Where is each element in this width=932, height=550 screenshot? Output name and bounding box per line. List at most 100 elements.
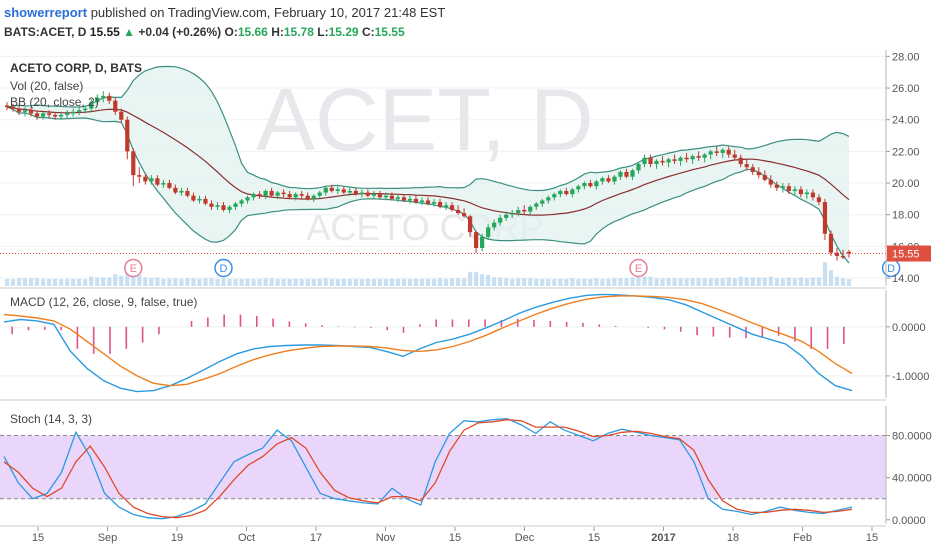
volume-bar (708, 278, 713, 286)
volume-bar (269, 278, 274, 286)
candle-body (726, 149, 731, 155)
candle-body (672, 159, 677, 161)
candle-body (419, 200, 425, 203)
volume-bar (233, 279, 238, 286)
volume-bar (299, 279, 304, 286)
candle-body (744, 164, 749, 168)
bb-upper-line (6, 65, 850, 192)
volume-bar (624, 278, 629, 286)
time-tick-label: 2017 (651, 532, 675, 544)
volume-bar (185, 278, 190, 286)
volume-bar (209, 278, 214, 286)
volume-bar (311, 279, 316, 286)
candle-body (618, 171, 623, 177)
candle-body (28, 110, 34, 114)
volume-bar (173, 278, 178, 286)
candle-body (401, 197, 407, 201)
volume-bar (720, 278, 725, 286)
price-tick-label: 28.00 (892, 51, 920, 63)
author-username[interactable]: showerreport (4, 5, 88, 20)
close-label: C: (361, 25, 375, 39)
candle-body (221, 205, 226, 210)
candle-body (34, 113, 40, 117)
volume-bar (786, 277, 791, 286)
volume-bar (702, 278, 707, 286)
candle-body (437, 202, 443, 207)
candle-body (407, 198, 413, 201)
volume-bar (840, 278, 846, 286)
volume-bar (449, 278, 455, 286)
volume-bar (10, 279, 16, 286)
stoch-tick-label: 0.0000 (892, 515, 926, 527)
publish-line: showerreport published on TradingView.co… (4, 5, 445, 20)
time-tick-label: 15 (588, 532, 600, 544)
candle-body (732, 154, 737, 158)
candle-body (125, 119, 130, 152)
volume-bar (642, 276, 647, 286)
volume-bar (227, 279, 232, 286)
volume-bar (95, 277, 100, 286)
volume-bar (534, 279, 539, 286)
open-label: O: (224, 25, 238, 39)
volume-bar (690, 278, 695, 286)
candle-body (71, 111, 76, 114)
volume-bar (257, 279, 262, 286)
stoch-pane[interactable]: Stoch (14, 3, 3) 80.0000 40.0000 0.0000 (0, 412, 932, 527)
time-axis[interactable]: 15 Sep 19 Oct 17 Nov 15 Dec 15 2017 18 Feb 15 (32, 527, 878, 544)
volume-bar (504, 278, 509, 286)
price-tick-label: 26.00 (892, 83, 920, 95)
time-tick-label: Nov (376, 532, 396, 544)
candle-body (167, 183, 172, 188)
candle-body (377, 194, 382, 198)
indicator-label: Vol (20, false) (10, 79, 83, 93)
candle-body (504, 214, 509, 218)
volume-bar (197, 279, 202, 286)
last-price-tag-label: 15.55 (892, 249, 920, 261)
volume-bar (389, 279, 395, 286)
volume-bar (846, 279, 852, 286)
candle-body (287, 194, 292, 198)
candle-body (263, 190, 268, 196)
candle-body (275, 192, 280, 196)
volume-bar (756, 277, 761, 286)
volume-bar (474, 271, 479, 286)
candle-body (22, 110, 28, 112)
volume-bar (245, 279, 250, 286)
candle-body (546, 197, 551, 201)
volume-bar (137, 275, 142, 286)
candle-body (750, 167, 755, 172)
volume-bar (4, 279, 10, 286)
volume-bar (413, 279, 419, 286)
candle-body (191, 195, 196, 201)
time-tick-label: Dec (515, 532, 535, 544)
candle-body (389, 195, 395, 199)
candle-body (113, 100, 118, 112)
candle-body (648, 157, 653, 165)
volume-bar (113, 274, 118, 286)
macd-pane[interactable]: MACD (12, 26, close, 9, false, true) 0.00… (0, 293, 929, 393)
candle-body (467, 216, 473, 233)
candle-body (534, 203, 539, 207)
close-value: 15.55 (374, 25, 405, 39)
watermark-symbol: ACET, D (256, 70, 593, 169)
pane-frames (0, 50, 887, 527)
candle-body (335, 189, 340, 191)
price-tick-label: 22.00 (892, 146, 920, 158)
volume-bar (203, 278, 208, 286)
candle-body (137, 175, 142, 177)
candle-body (786, 186, 791, 191)
volume-bar (353, 279, 358, 286)
candle-body (498, 217, 503, 223)
candle-body (834, 252, 840, 256)
volume-bar (239, 279, 244, 286)
volume-bar (540, 279, 545, 286)
macd-pane-title: MACD (12, 26, close, 9, false, true) (10, 295, 197, 309)
high-label: H: (271, 25, 284, 39)
volume-bar (425, 279, 431, 286)
stoch-d-line (3, 419, 853, 519)
candle-body (311, 195, 316, 199)
candle-body (185, 190, 190, 196)
candle-body (4, 105, 10, 108)
